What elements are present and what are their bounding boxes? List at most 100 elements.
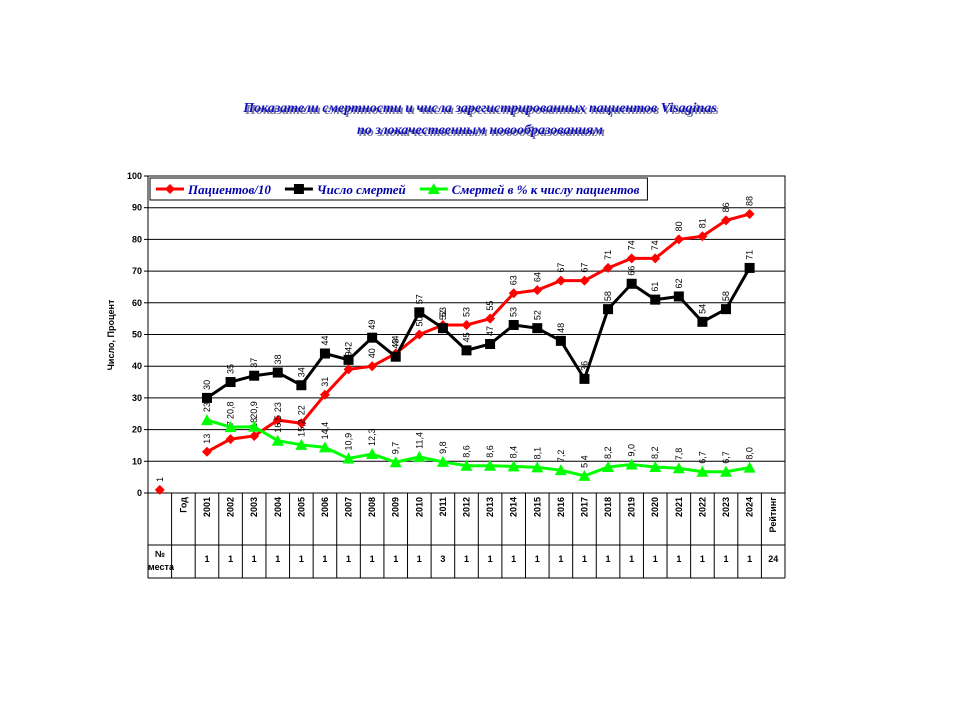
y-tick-label: 70 bbox=[132, 266, 142, 276]
marker bbox=[343, 364, 354, 375]
data-label: 44 bbox=[320, 336, 330, 346]
marker bbox=[366, 448, 379, 460]
marker bbox=[508, 288, 519, 299]
rank-value: 3 bbox=[440, 554, 445, 564]
marker bbox=[485, 313, 496, 324]
legend-label: Число смертей bbox=[317, 182, 406, 197]
x-tick-label: 2017 bbox=[579, 497, 589, 517]
data-label: 20,8 bbox=[226, 402, 236, 420]
marker bbox=[484, 459, 497, 471]
data-label: 62 bbox=[674, 278, 684, 288]
marker bbox=[343, 354, 354, 365]
marker bbox=[532, 285, 543, 296]
y-tick-label: 50 bbox=[132, 330, 142, 340]
rank-value: 1 bbox=[393, 554, 398, 564]
rank-value: 1 bbox=[676, 554, 681, 564]
y-tick-label: 0 bbox=[137, 488, 142, 498]
data-label: 10,9 bbox=[344, 433, 354, 451]
marker bbox=[272, 367, 283, 378]
marker bbox=[721, 304, 732, 315]
marker bbox=[165, 184, 175, 194]
data-label: 48 bbox=[556, 323, 566, 333]
marker bbox=[578, 469, 591, 481]
data-label: 66 bbox=[627, 266, 637, 276]
marker bbox=[295, 438, 308, 450]
marker bbox=[603, 304, 614, 315]
data-label: 67 bbox=[579, 263, 589, 273]
data-label: 12,3 bbox=[367, 428, 377, 446]
y-tick-label: 60 bbox=[132, 298, 142, 308]
marker bbox=[319, 348, 330, 359]
marker bbox=[318, 441, 331, 453]
x-tick-label: 2015 bbox=[532, 497, 542, 517]
rank-value: 1 bbox=[582, 554, 587, 564]
marker bbox=[319, 389, 330, 400]
data-label: 45 bbox=[462, 332, 472, 342]
data-label: 6,7 bbox=[721, 451, 731, 464]
data-label: 16,5 bbox=[273, 415, 283, 433]
data-label: 15,2 bbox=[296, 419, 306, 437]
rank-value: 1 bbox=[747, 554, 752, 564]
chart-title: Показатели смертности и числа зарегистри… bbox=[243, 101, 717, 116]
x-tick-label: 2010 bbox=[414, 497, 424, 517]
marker bbox=[508, 319, 519, 330]
y-tick-label: 90 bbox=[132, 203, 142, 213]
marker bbox=[697, 231, 708, 242]
marker bbox=[531, 461, 544, 473]
y-tick-label: 40 bbox=[132, 361, 142, 371]
marker bbox=[414, 329, 425, 340]
data-label: 30 bbox=[202, 380, 212, 390]
data-label: 61 bbox=[650, 282, 660, 292]
x-tick-label: 2022 bbox=[697, 497, 707, 517]
data-label: 31 bbox=[320, 377, 330, 387]
data-label: 7,8 bbox=[674, 448, 684, 461]
data-label: 22 bbox=[296, 405, 306, 415]
rank-value: 1 bbox=[252, 554, 257, 564]
data-label: 20,9 bbox=[249, 401, 259, 419]
marker bbox=[555, 335, 566, 346]
data-label: 8,2 bbox=[650, 446, 660, 459]
data-label: 52 bbox=[438, 310, 448, 320]
data-label: 53 bbox=[462, 307, 472, 317]
x-tick-label: 2011 bbox=[438, 497, 448, 517]
x-tick-label: 2020 bbox=[650, 497, 660, 517]
data-label: 58 bbox=[721, 291, 731, 301]
data-label: 81 bbox=[697, 218, 707, 228]
marker bbox=[224, 421, 237, 433]
rank-value: 1 bbox=[653, 554, 658, 564]
rank-value: 24 bbox=[768, 554, 778, 564]
rank-value: 1 bbox=[558, 554, 563, 564]
rank-label: № места bbox=[148, 549, 174, 572]
data-label: 8,6 bbox=[462, 445, 472, 458]
rank-value: 1 bbox=[346, 554, 351, 564]
marker bbox=[649, 461, 662, 473]
data-label: 6,7 bbox=[697, 451, 707, 464]
marker bbox=[437, 323, 448, 334]
data-label: 64 bbox=[532, 272, 542, 282]
data-label: 11,4 bbox=[414, 432, 424, 449]
data-label: 8,1 bbox=[532, 447, 542, 460]
rank-value: 1 bbox=[511, 554, 516, 564]
x-tick-label: 2001 bbox=[202, 497, 212, 517]
data-label: 14,4 bbox=[320, 422, 330, 440]
data-label: 53 bbox=[509, 307, 519, 317]
marker bbox=[200, 414, 213, 426]
rank-value: 1 bbox=[228, 554, 233, 564]
marker bbox=[697, 316, 708, 327]
x-tick-label: 2019 bbox=[627, 497, 637, 517]
data-label: 8,0 bbox=[745, 447, 755, 460]
y-axis-label: Число, Процент bbox=[106, 299, 116, 370]
data-label: 74 bbox=[627, 240, 637, 250]
marker bbox=[626, 278, 637, 289]
data-label: 71 bbox=[745, 250, 755, 260]
data-label: 34 bbox=[296, 367, 306, 377]
data-label: 71 bbox=[603, 250, 613, 260]
data-label: 57 bbox=[414, 294, 424, 304]
marker bbox=[225, 377, 236, 388]
marker bbox=[225, 434, 236, 445]
marker bbox=[367, 332, 378, 343]
x-tick-label: 2013 bbox=[485, 497, 495, 517]
marker bbox=[271, 434, 284, 446]
